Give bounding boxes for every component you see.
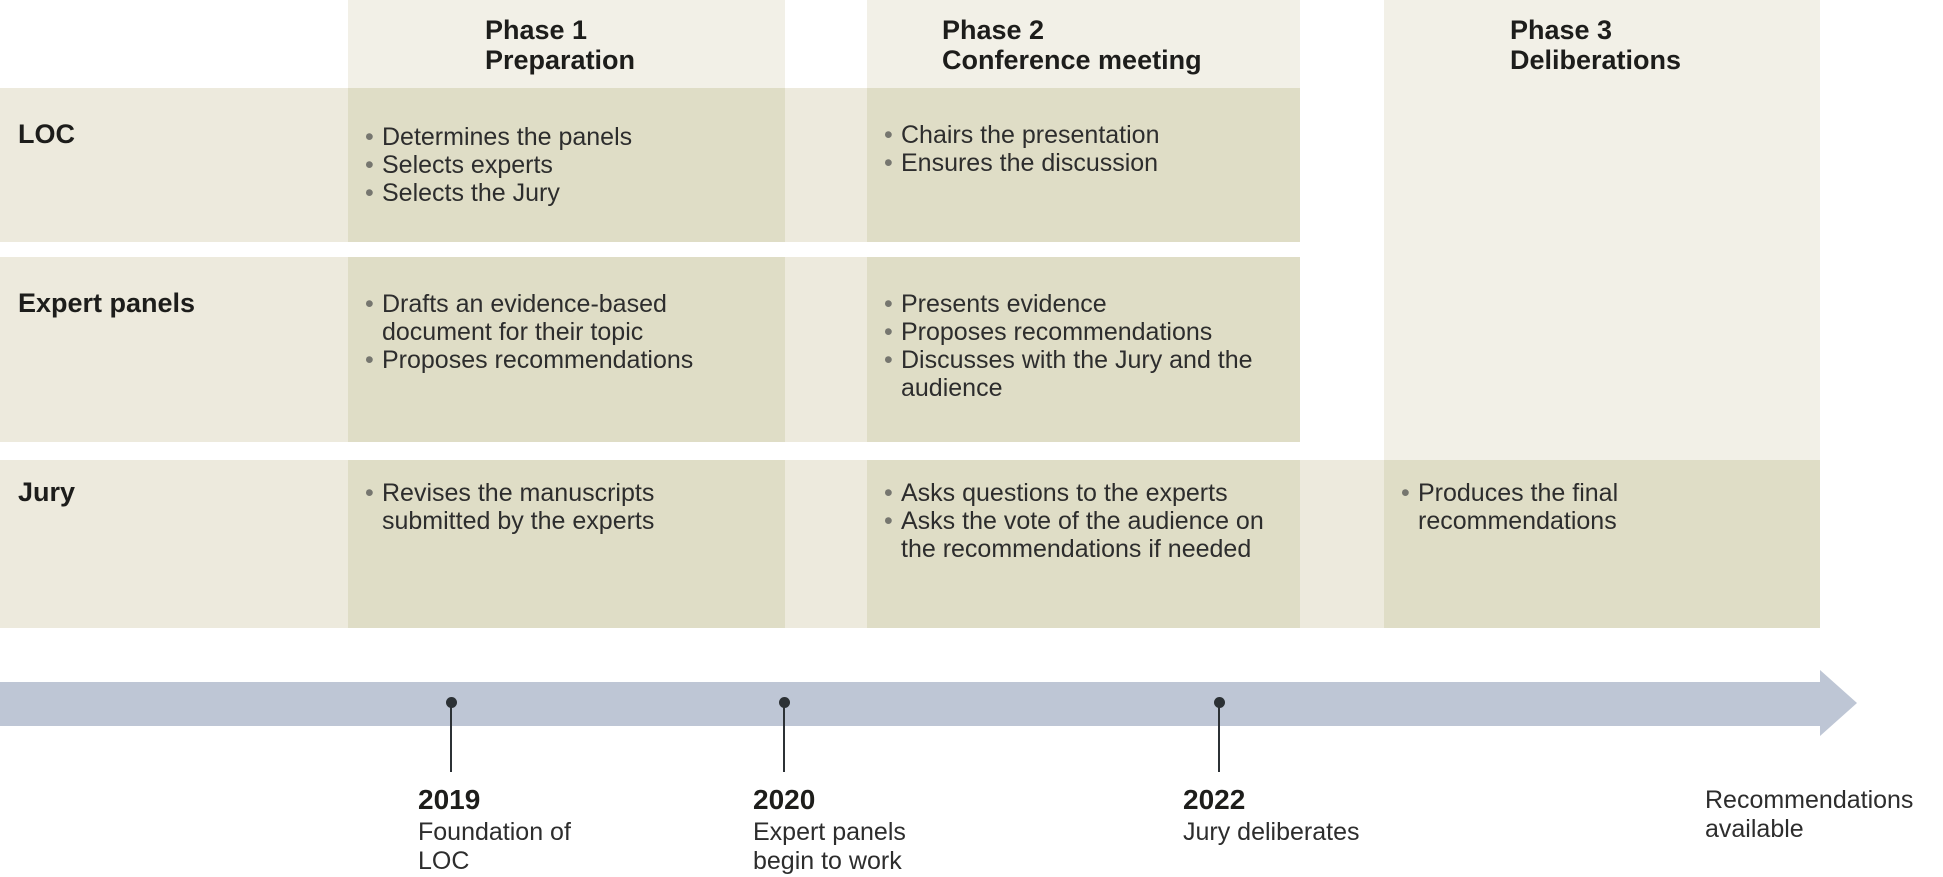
row-label-experts: Expert panels [18,288,196,318]
milestone-year: 2022 [1183,784,1246,815]
row-experts-label-bg [0,257,348,442]
row-label-loc: LOC [18,119,75,149]
cell-loc-phase2: Chairs the presentation Ensures the disc… [884,121,1264,177]
row-experts-gap-bg [785,257,867,442]
row-jury-label-bg [0,460,348,628]
phase1-title-line2: Preparation [485,45,636,75]
phase3-column-bg [1384,0,1820,460]
row-label-jury: Jury [18,477,76,507]
timeline-stem-2019 [450,706,452,772]
phase1-header: Phase 1 Preparation [485,15,635,75]
bullet-item: Drafts an evidence-based document for th… [365,290,705,346]
bullet-item: Asks questions to the experts [884,479,1274,507]
row-jury-gap2-bg [1300,460,1384,628]
milestone-year: 2019 [418,784,481,815]
bullet-item: Selects experts [365,151,715,179]
milestone-2019: 2019 Foundation of LOC [418,784,603,876]
row-loc-label-bg [0,88,348,242]
timeline-dot-2019 [446,697,457,708]
phase2-title-line2: Conference meeting [942,45,1202,75]
timeline-arrow-band [0,682,1820,726]
bullet-item: Selects the Jury [365,179,715,207]
bullet-item: Chairs the presentation [884,121,1264,149]
milestone-description: Expert panels begin to work [753,818,906,875]
phase1-title-line1: Phase 1 [485,15,588,45]
milestone-year: 2020 [753,784,816,815]
cell-experts-phase1: Drafts an evidence-based document for th… [365,290,705,374]
timeline-arrowhead-icon [1820,670,1857,736]
row-loc-gap-bg [785,88,867,242]
timeline-end-label: Recommendations available [1705,786,1914,843]
timeline-stem-2020 [783,706,785,772]
bullet-item: Asks the vote of the audience on the rec… [884,507,1274,563]
phase2-title-line1: Phase 2 [942,15,1045,45]
milestone-2022: 2022 Jury deliberates [1183,784,1443,847]
bullet-item: Produces the final recommendations [1401,479,1761,535]
milestone-description: Foundation of LOC [418,818,571,875]
bullet-item: Discusses with the Jury and the audience [884,346,1264,402]
milestone-description: Jury deliberates [1183,818,1360,846]
phase1-header-bg [348,0,785,88]
bullet-item: Ensures the discussion [884,149,1264,177]
milestone-2020: 2020 Expert panels begin to work [753,784,938,876]
bullet-item: Determines the panels [365,123,715,151]
row-jury-gap1-bg [785,460,867,628]
cell-jury-phase2: Asks questions to the experts Asks the v… [884,479,1274,563]
bullet-item: Presents evidence [884,290,1264,318]
bullet-item: Proposes recommendations [884,318,1264,346]
cell-loc-phase1: Determines the panels Selects experts Se… [365,123,715,207]
bullet-item: Revises the manuscripts submitted by the… [365,479,715,535]
phase2-header: Phase 2 Conference meeting [942,15,1202,75]
cell-jury-phase1: Revises the manuscripts submitted by the… [365,479,715,535]
phase3-title-line2: Deliberations [1510,45,1682,75]
phase3-title-line1: Phase 3 [1510,15,1613,45]
phase2-header-bg [867,0,1300,88]
phase3-header: Phase 3 Deliberations [1510,15,1681,75]
cell-jury-phase3: Produces the final recommendations [1401,479,1761,535]
timeline-dot-2022 [1214,697,1225,708]
timeline-stem-2022 [1218,706,1220,772]
cell-experts-phase2: Presents evidence Proposes recommendatio… [884,290,1264,402]
timeline-dot-2020 [779,697,790,708]
bullet-item: Proposes recommendations [365,346,705,374]
